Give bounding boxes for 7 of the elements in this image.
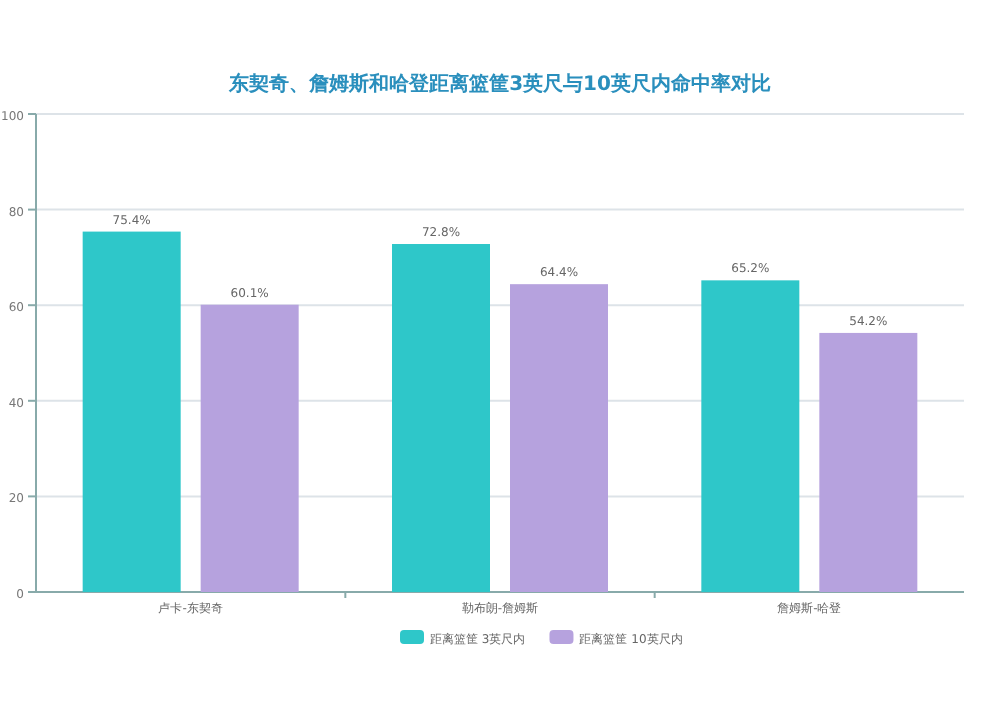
bar	[200, 304, 299, 592]
bar	[819, 332, 918, 592]
chart-title: 东契奇、詹姆斯和哈登距离篮筐3英尺与10英尺内命中率对比	[227, 72, 771, 96]
bar	[701, 280, 800, 592]
bar	[392, 244, 490, 592]
bar	[82, 231, 181, 592]
bar	[510, 284, 608, 592]
